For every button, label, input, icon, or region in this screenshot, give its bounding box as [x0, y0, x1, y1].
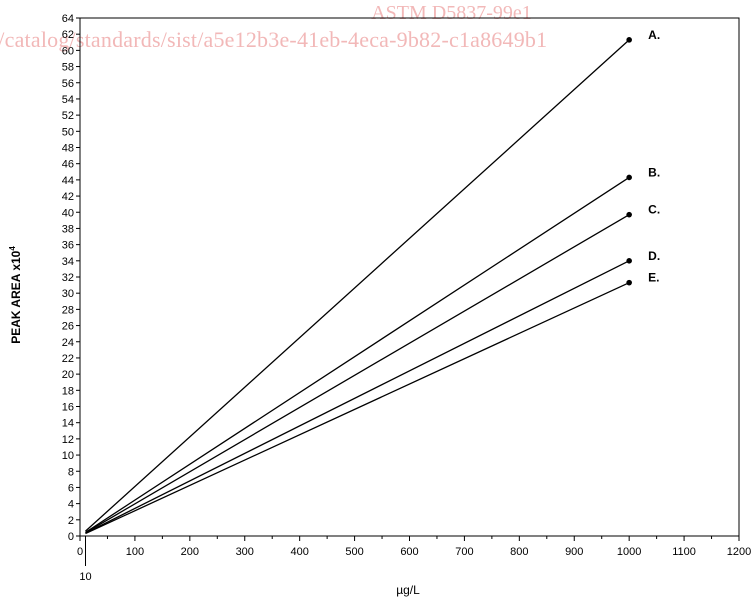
y-tick-label: 46 [62, 159, 74, 171]
y-tick-label: 12 [62, 434, 74, 446]
x-tick-label: 400 [290, 546, 308, 558]
series-label-b: B. [648, 165, 660, 179]
x-tick-label: 0 [77, 546, 83, 558]
y-tick-label: 20 [62, 369, 74, 381]
x-tick-label: 100 [126, 546, 144, 558]
x-tick-label: 300 [236, 546, 254, 558]
x-tick-label: 600 [400, 546, 418, 558]
y-tick-label: 8 [68, 466, 74, 478]
y-tick-label: 16 [62, 402, 74, 414]
y-tick-label: 30 [62, 288, 74, 300]
y-tick-label: 4 [68, 499, 74, 511]
series-endpoint-d [626, 258, 632, 264]
y-tick-label: 64 [62, 13, 74, 25]
y-tick-label: 40 [62, 207, 74, 219]
y-tick-label: 62 [62, 29, 74, 41]
series-line-d [85, 260, 630, 534]
y-tick-label: 38 [62, 223, 74, 235]
x-extra-tick-label: 10 [79, 571, 91, 583]
y-tick-label: 24 [62, 337, 74, 349]
y-tick-label: 50 [62, 126, 74, 138]
y-tick-label: 56 [62, 78, 74, 90]
y-tick-label: 54 [62, 94, 74, 106]
y-tick-label: 22 [62, 353, 74, 365]
series-label-d: D. [648, 249, 660, 263]
y-axis-ticks: 0246810121416182022242628303234363840424… [62, 13, 80, 543]
y-tick-label: 18 [62, 385, 74, 397]
y-axis-title-superscript: 4 [8, 246, 17, 251]
x-tick-label: 1200 [727, 546, 751, 558]
y-tick-label: 0 [68, 531, 74, 543]
y-tick-label: 10 [62, 450, 74, 462]
y-tick-label: 32 [62, 272, 74, 284]
watermark-url: i/catalog/standards/sist/a5e12b3e-41eb-4… [0, 27, 548, 52]
y-tick-label: 58 [62, 62, 74, 74]
y-axis-title-main: PEAK AREA x10 [9, 250, 23, 343]
series-line-b [85, 176, 630, 533]
x-axis-title: µg/L [396, 583, 420, 597]
series-label-e: E. [648, 271, 659, 285]
x-tick-label: 200 [181, 546, 199, 558]
plot-frame [79, 17, 740, 537]
y-tick-label: 6 [68, 482, 74, 494]
x-tick-label: 700 [455, 546, 473, 558]
x-tick-label: 800 [510, 546, 528, 558]
series-line-c [85, 214, 630, 534]
y-tick-label: 26 [62, 321, 74, 333]
x-tick-label: 1000 [617, 546, 641, 558]
series-label-c: C. [648, 203, 660, 217]
y-tick-label: 2 [68, 515, 74, 527]
y-tick-label: 14 [62, 418, 74, 430]
x-axis-ticks: 0 100 200 300 400 500 600 700 800 900 1000 1100 1200… [77, 536, 751, 583]
series-endpoint-c [626, 211, 632, 218]
series-endpoint-b [626, 174, 632, 181]
y-tick-label: 36 [62, 240, 74, 252]
x-tick-label: 500 [345, 546, 363, 558]
series-group: A. B. C. D. E. [85, 28, 660, 535]
y-tick-label: 48 [62, 143, 74, 155]
y-axis-title: PEAK AREA x104 [8, 246, 23, 344]
x-tick-label: 1100 [672, 546, 696, 558]
x-tick-label: 900 [565, 546, 583, 558]
axes [79, 17, 740, 537]
y-tick-label: 34 [62, 256, 74, 268]
series-endpoint-e [626, 279, 632, 286]
series-line-a [85, 39, 630, 532]
y-tick-label: 42 [62, 191, 74, 203]
y-tick-label: 28 [62, 304, 74, 316]
y-tick-label: 60 [62, 45, 74, 57]
y-tick-label: 52 [62, 110, 74, 122]
series-endpoint-a [626, 37, 632, 43]
y-tick-label: 44 [62, 175, 74, 187]
series-line-e [85, 282, 630, 535]
series-label-a: A. [648, 28, 660, 42]
